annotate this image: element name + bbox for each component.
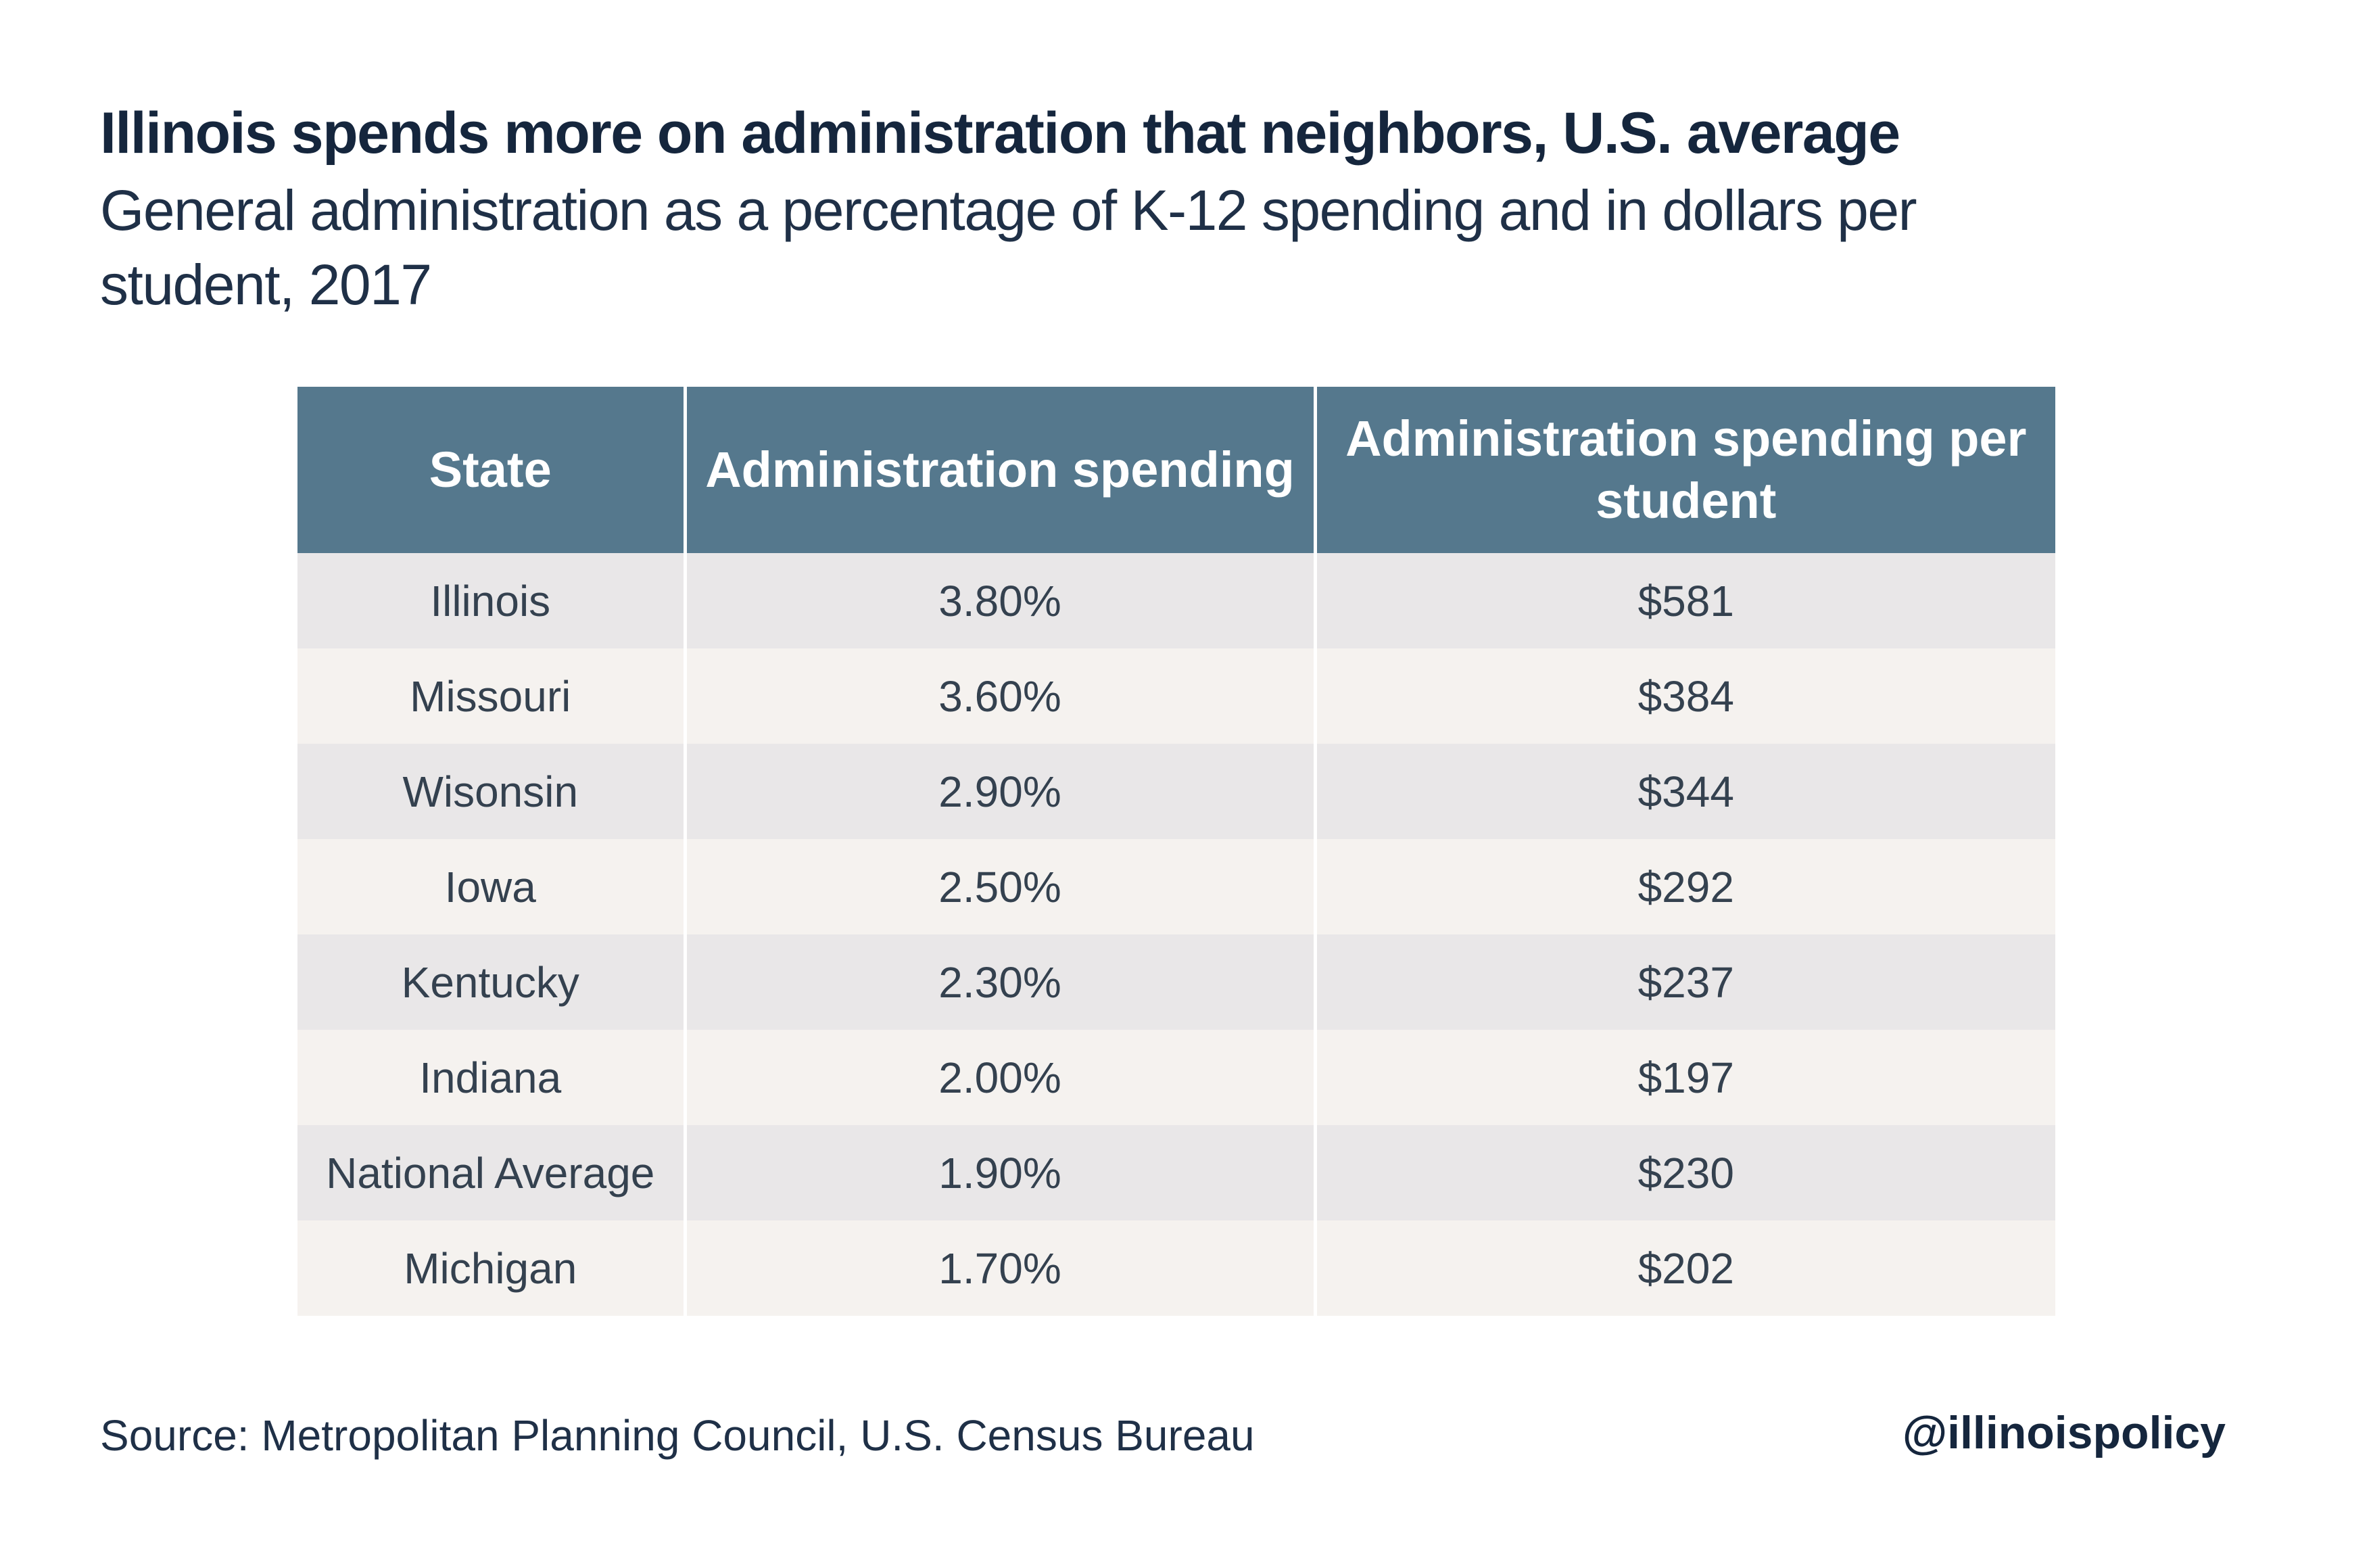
cell-per-student: $292	[1315, 839, 2055, 934]
table-row: Michigan 1.70% $202	[297, 1220, 2055, 1316]
cell-per-student: $230	[1315, 1125, 2055, 1220]
cell-state: Missouri	[297, 648, 687, 744]
cell-admin-spending: 2.30%	[685, 934, 1317, 1030]
cell-admin-spending: 2.50%	[685, 839, 1317, 934]
table-body: Illinois 3.80% $581 Missouri 3.60% $384 Wisons…	[297, 553, 2055, 1316]
cell-state: National Average	[297, 1125, 687, 1220]
table-header-row: State Administration spending Administra…	[297, 387, 2055, 553]
table-row: Iowa 2.50% $292	[297, 839, 2055, 934]
cell-per-student: $384	[1315, 648, 2055, 744]
cell-per-student: $581	[1315, 553, 2055, 648]
data-table-container: State Administration spending Administra…	[297, 387, 2055, 1316]
data-table: State Administration spending Administra…	[297, 387, 2055, 1316]
table-row: Wisonsin 2.90% $344	[297, 744, 2055, 839]
cell-admin-spending: 3.80%	[685, 553, 1317, 648]
cell-state: Illinois	[297, 553, 687, 648]
table-row: Illinois 3.80% $581	[297, 553, 2055, 648]
cell-state: Iowa	[297, 839, 687, 934]
cell-per-student: $344	[1315, 744, 2055, 839]
cell-per-student: $202	[1315, 1220, 2055, 1316]
cell-admin-spending: 1.90%	[685, 1125, 1317, 1220]
cell-admin-spending: 2.00%	[685, 1030, 1317, 1125]
table-row: Missouri 3.60% $384	[297, 648, 2055, 744]
cell-state: Wisonsin	[297, 744, 687, 839]
chart-title: Illinois spends more on administration t…	[100, 101, 1900, 166]
cell-admin-spending: 1.70%	[685, 1220, 1317, 1316]
table-row: National Average 1.90% $230	[297, 1125, 2055, 1220]
social-handle: @illinoispolicy	[1902, 1407, 2226, 1458]
cell-state: Indiana	[297, 1030, 687, 1125]
column-header-per-student: Administration spending per student	[1315, 387, 2055, 553]
cell-per-student: $237	[1315, 934, 2055, 1030]
cell-admin-spending: 2.90%	[685, 744, 1317, 839]
table-row: Indiana 2.00% $197	[297, 1030, 2055, 1125]
cell-state: Kentucky	[297, 934, 687, 1030]
table-row: Kentucky 2.30% $237	[297, 934, 2055, 1030]
source-note: Source: Metropolitan Planning Council, U…	[100, 1411, 1255, 1460]
cell-admin-spending: 3.60%	[685, 648, 1317, 744]
cell-state: Michigan	[297, 1220, 687, 1316]
column-header-admin-spending: Administration spending	[685, 387, 1317, 553]
cell-per-student: $197	[1315, 1030, 2055, 1125]
chart-subtitle: General administration as a percentage o…	[100, 179, 1917, 316]
column-header-state: State	[297, 387, 687, 553]
